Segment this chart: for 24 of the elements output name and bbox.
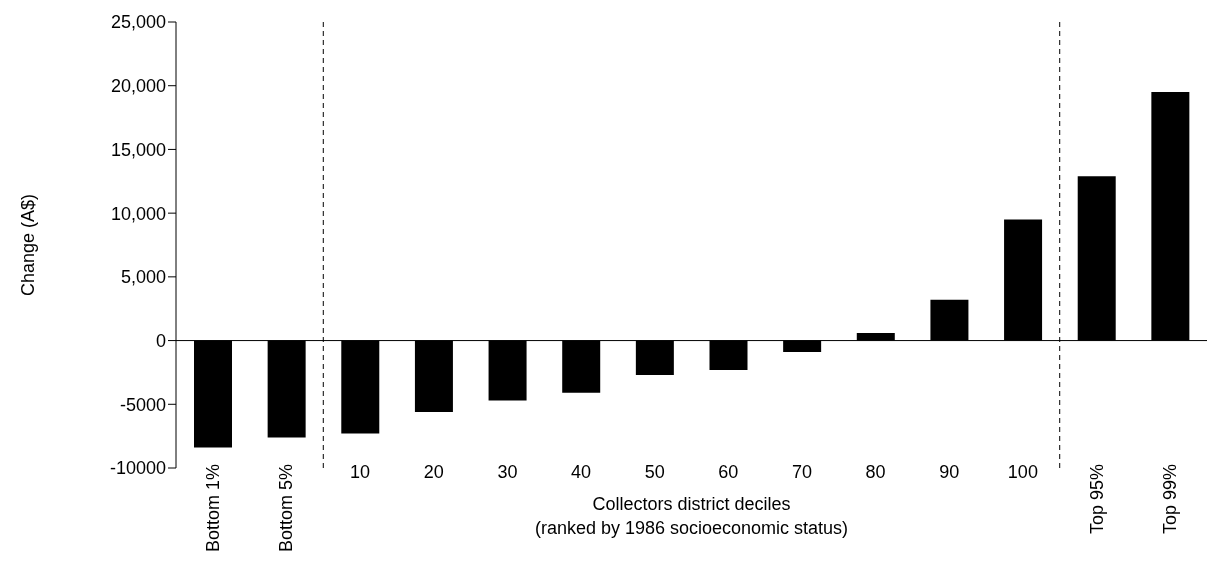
x-tick-label: 40 bbox=[571, 462, 592, 482]
y-tick-label: 15,000 bbox=[110, 139, 166, 160]
y-tick-label: 20,000 bbox=[110, 76, 166, 97]
x-tick-label: 70 bbox=[791, 462, 812, 482]
x-tick-label: 10 bbox=[350, 462, 371, 482]
y-axis-title: Change (A$) bbox=[18, 193, 39, 297]
x-tick-label: 20 bbox=[423, 462, 444, 482]
x-axis-title: Collectors district deciles (ranked by 1986 socioeconomic status) bbox=[534, 494, 849, 538]
x-tick-label: Bottom 5% bbox=[276, 464, 297, 553]
x-tick-label: Top 99% bbox=[1160, 464, 1181, 535]
x-tick-label: 80 bbox=[865, 462, 886, 482]
x-tick-label: 90 bbox=[939, 462, 960, 482]
x-tick-label: 60 bbox=[718, 462, 739, 482]
y-tick-label: 25,000 bbox=[110, 12, 166, 33]
x-tick-label: 50 bbox=[644, 462, 665, 482]
x-tick-label: 30 bbox=[497, 462, 518, 482]
y-tick-label: 5,000 bbox=[120, 267, 166, 288]
x-tick-label: 100 bbox=[1007, 462, 1038, 482]
x-tick-label: Bottom 1% bbox=[202, 464, 223, 553]
y-tick-label: -10000 bbox=[109, 458, 166, 479]
y-tick-label: 0 bbox=[155, 330, 166, 351]
y-tick-label: -5000 bbox=[119, 394, 166, 415]
x-tick-label: Top 95% bbox=[1086, 464, 1107, 535]
y-tick-label: 10,000 bbox=[110, 203, 166, 224]
